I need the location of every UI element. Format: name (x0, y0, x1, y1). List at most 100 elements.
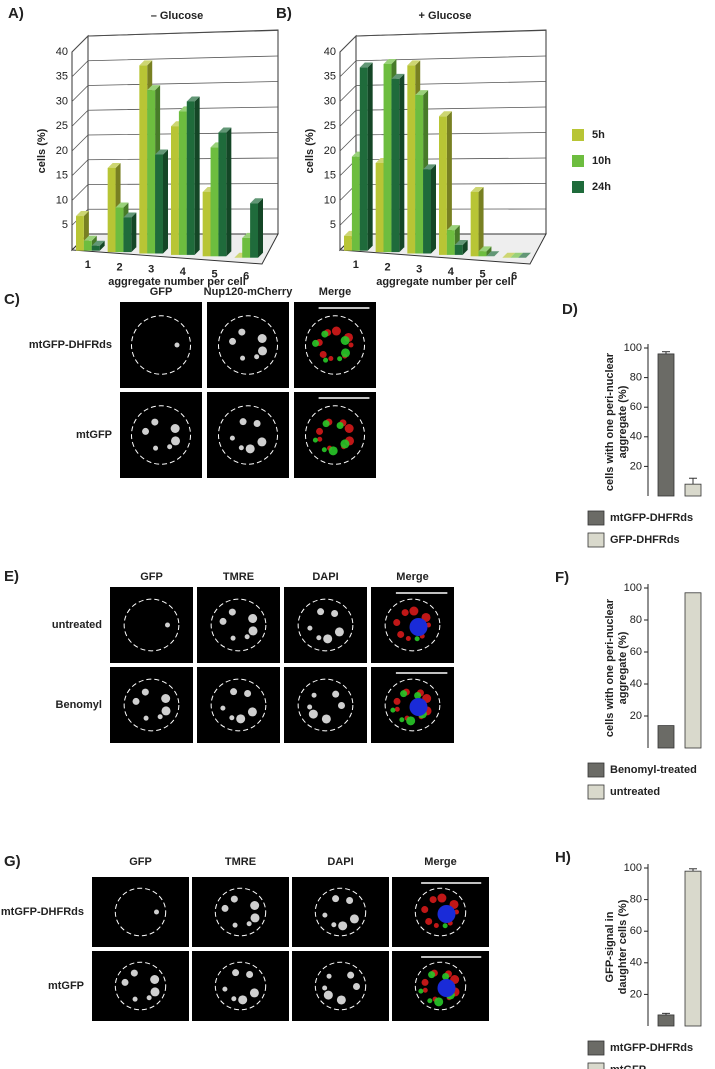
cell-outline (214, 887, 267, 937)
bar-front (186, 101, 195, 255)
y-tick-label: 40 (324, 46, 336, 58)
y-tick-label: 10 (324, 194, 336, 206)
column-header: DAPI (312, 571, 338, 583)
signal (130, 969, 138, 977)
signal (230, 688, 238, 696)
nucleus (409, 698, 428, 716)
y-tick-label: 40 (630, 957, 642, 969)
x-tick-label: 6 (511, 271, 517, 283)
image-bg (294, 392, 376, 478)
y-tick-label: 30 (56, 95, 68, 107)
image-bg (120, 392, 202, 478)
legend-swatch (572, 129, 584, 141)
x-tick-label: 2 (384, 261, 390, 273)
bar-front (359, 67, 368, 251)
column-header: TMRE (223, 571, 254, 583)
y-axis-label: cells (%) (36, 128, 48, 173)
signal (421, 906, 429, 914)
bar-side (367, 62, 373, 251)
signal (153, 445, 159, 451)
signal (349, 914, 359, 924)
panel-label: H) (555, 849, 571, 866)
y-tick-label: 25 (56, 120, 68, 132)
bar-front (76, 216, 84, 251)
cell-outline (297, 678, 354, 732)
bar-top (423, 164, 436, 170)
bar-side (486, 246, 492, 257)
bar-front (344, 235, 352, 251)
bar (657, 1014, 675, 1027)
image-bg (110, 667, 193, 743)
y-tick-label: 60 (630, 401, 642, 413)
signal (414, 636, 420, 642)
bar-front (91, 245, 100, 251)
y-tick-label: 35 (56, 71, 68, 83)
bar (439, 111, 452, 255)
signal (319, 350, 327, 358)
signal (428, 971, 436, 979)
column-header: Merge (319, 286, 351, 298)
signal (240, 355, 246, 361)
signal (308, 709, 318, 719)
panel-label: D) (562, 301, 578, 318)
bar-side (226, 127, 232, 257)
bar-top (502, 252, 516, 258)
bar (510, 252, 524, 258)
signal (414, 691, 422, 699)
y-axis-label: aggregate (%) (617, 631, 629, 704)
signal (409, 606, 419, 616)
y-tick-label: 5 (330, 219, 336, 231)
signal (250, 913, 260, 923)
y-tick-label: 15 (56, 170, 68, 182)
image-bg (92, 951, 189, 1021)
bar-front (407, 65, 416, 254)
legend-label: 5h (592, 129, 605, 141)
signal (228, 608, 236, 616)
signal (352, 982, 360, 990)
bar-front (351, 156, 360, 251)
bar-top (76, 211, 89, 217)
signal (340, 335, 350, 345)
micrograph-image (371, 587, 454, 663)
bar-front (115, 207, 124, 253)
bar (186, 96, 200, 255)
signal (429, 896, 437, 904)
signal (425, 917, 433, 925)
cell-outline (210, 678, 267, 732)
bar-top (83, 235, 97, 241)
micrograph-image (292, 877, 389, 947)
bar-top (446, 225, 460, 231)
micrograph-image (197, 587, 280, 663)
x-tick-label: 2 (116, 261, 122, 273)
bar-front (423, 169, 431, 254)
signal (434, 997, 444, 1007)
error-bar (662, 351, 670, 354)
signal (322, 420, 330, 428)
bar-top (510, 252, 524, 258)
micrograph-image (197, 667, 280, 743)
signal (161, 706, 171, 716)
signal (230, 635, 236, 641)
bar-side (131, 212, 137, 253)
signal (150, 974, 160, 984)
y-tick-label: 40 (630, 678, 642, 690)
signal (427, 998, 433, 1004)
signal (307, 625, 313, 631)
signal (336, 421, 344, 429)
signal (340, 439, 350, 449)
signal (311, 692, 317, 698)
error-bar (689, 477, 697, 485)
signal (337, 701, 345, 709)
panel-label: C) (4, 291, 20, 308)
micrograph-image (392, 951, 489, 1021)
signal (232, 969, 240, 977)
y-tick-label: 15 (324, 170, 336, 182)
bar-top (115, 202, 129, 208)
cell-outline (114, 961, 167, 1011)
column-header: GFP (150, 286, 173, 298)
cell-outline (304, 405, 366, 465)
column-header: Merge (396, 571, 428, 583)
bar-front (202, 191, 211, 257)
signal (132, 697, 140, 705)
image-bg (92, 877, 189, 947)
